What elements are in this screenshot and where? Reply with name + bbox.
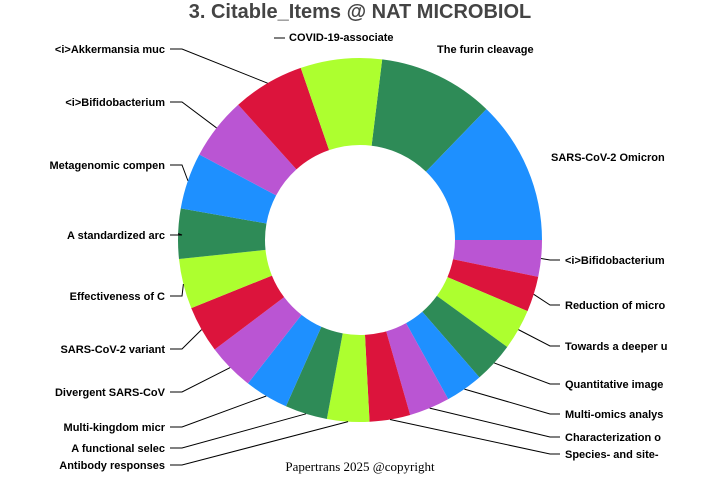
slice-label: Quantitative image <box>565 379 663 391</box>
donut-slice[interactable] <box>178 208 267 260</box>
donut-slice[interactable] <box>285 326 343 419</box>
leader-line <box>540 258 560 261</box>
slice-label: SARS-CoV-2 Omicron <box>551 152 665 164</box>
donut-slice[interactable] <box>425 109 542 240</box>
slice-label: Multi-omics analys <box>565 409 663 421</box>
slice-label: Reduction of micro <box>565 300 666 312</box>
donut-slice[interactable] <box>238 67 330 170</box>
slice-label: <i>Bifidobacterium <box>565 255 665 267</box>
donut-slice[interactable] <box>214 297 302 384</box>
slice-label: <i>Akkermansia muc <box>55 44 165 56</box>
leader-line <box>170 329 202 350</box>
donut-slice[interactable] <box>199 104 297 196</box>
donut-slice[interactable] <box>247 314 322 407</box>
slice-label: Towards a deeper u <box>565 341 668 353</box>
slice-label: Multi-kingdom micr <box>64 422 166 434</box>
slice-label: Divergent SARS-CoV <box>55 387 166 399</box>
slice-label: Species- and site- <box>565 449 659 461</box>
donut-slice[interactable] <box>453 240 542 277</box>
leader-line <box>170 164 189 181</box>
slice-label: Antibody responses <box>59 460 165 472</box>
leader-line <box>429 407 560 438</box>
slice-label: Metagenomic compen <box>49 160 165 172</box>
donut-slice[interactable] <box>371 59 487 172</box>
donut-slice[interactable] <box>191 275 285 350</box>
slice-label: COVID-19-associate <box>289 32 394 44</box>
slice-label: SARS-CoV-2 variant <box>60 344 165 356</box>
slice-label: <i>Bifidobacterium <box>65 97 165 109</box>
leader-line <box>170 395 267 428</box>
leader-line <box>518 329 560 347</box>
donut-slice[interactable] <box>447 259 539 312</box>
donut-slice[interactable] <box>300 57 383 151</box>
leader-line <box>533 293 560 306</box>
slice-label: The furin cleavage <box>437 44 534 56</box>
donut-slice[interactable] <box>436 277 528 347</box>
leader-line <box>170 101 217 129</box>
slice-label: Characterization o <box>565 432 661 444</box>
donut-slice[interactable] <box>326 333 370 422</box>
donut-slice[interactable] <box>406 311 480 400</box>
slice-label: A standardized arc <box>67 230 165 242</box>
chart-title: 3. Citable_Items @ NAT MICROBIOL <box>188 1 532 23</box>
leader-line <box>170 233 183 236</box>
donut-slice[interactable] <box>422 295 508 378</box>
leader-line <box>170 283 184 297</box>
slice-label: Effectiveness of C <box>70 291 165 303</box>
donut-slice[interactable] <box>386 323 449 415</box>
leader-line <box>170 48 268 84</box>
donut-slice[interactable] <box>178 249 272 309</box>
donut-slice[interactable] <box>180 154 277 224</box>
footer-copyright: Papertrans 2025 @copyright <box>285 459 435 474</box>
leader-line <box>170 413 307 449</box>
leader-line <box>170 367 231 393</box>
leader-line <box>389 419 560 455</box>
leader-line <box>170 421 349 466</box>
leader-line <box>494 362 560 385</box>
slice-label: A functional selec <box>71 443 165 455</box>
leader-line <box>464 388 560 415</box>
donut-slice[interactable] <box>364 331 411 422</box>
